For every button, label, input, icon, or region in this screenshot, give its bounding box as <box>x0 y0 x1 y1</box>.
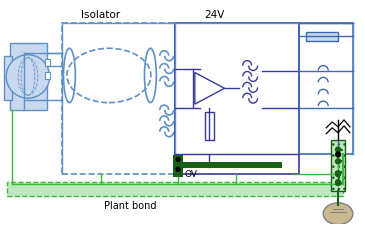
Text: OV: OV <box>185 170 198 179</box>
Bar <box>45 59 50 65</box>
Ellipse shape <box>323 203 353 225</box>
Circle shape <box>335 171 341 176</box>
Text: 24V: 24V <box>205 10 225 20</box>
Circle shape <box>335 159 341 164</box>
Circle shape <box>176 158 180 161</box>
Bar <box>299 23 353 155</box>
Polygon shape <box>195 72 224 104</box>
Circle shape <box>335 172 341 177</box>
Bar <box>205 112 214 140</box>
Bar <box>10 43 47 110</box>
Circle shape <box>6 55 50 98</box>
Circle shape <box>335 152 341 157</box>
Circle shape <box>335 180 341 184</box>
Bar <box>7 182 343 196</box>
Bar <box>4 56 12 100</box>
Bar <box>175 23 299 174</box>
Circle shape <box>335 181 341 186</box>
Bar <box>62 23 175 174</box>
Bar <box>45 72 50 79</box>
Bar <box>183 162 282 168</box>
Circle shape <box>335 147 341 152</box>
Circle shape <box>176 167 180 171</box>
Bar <box>173 155 183 177</box>
Text: Isolator: Isolator <box>81 10 120 20</box>
Bar <box>307 32 338 41</box>
Text: Plant bond: Plant bond <box>104 201 157 211</box>
Bar <box>331 140 345 191</box>
